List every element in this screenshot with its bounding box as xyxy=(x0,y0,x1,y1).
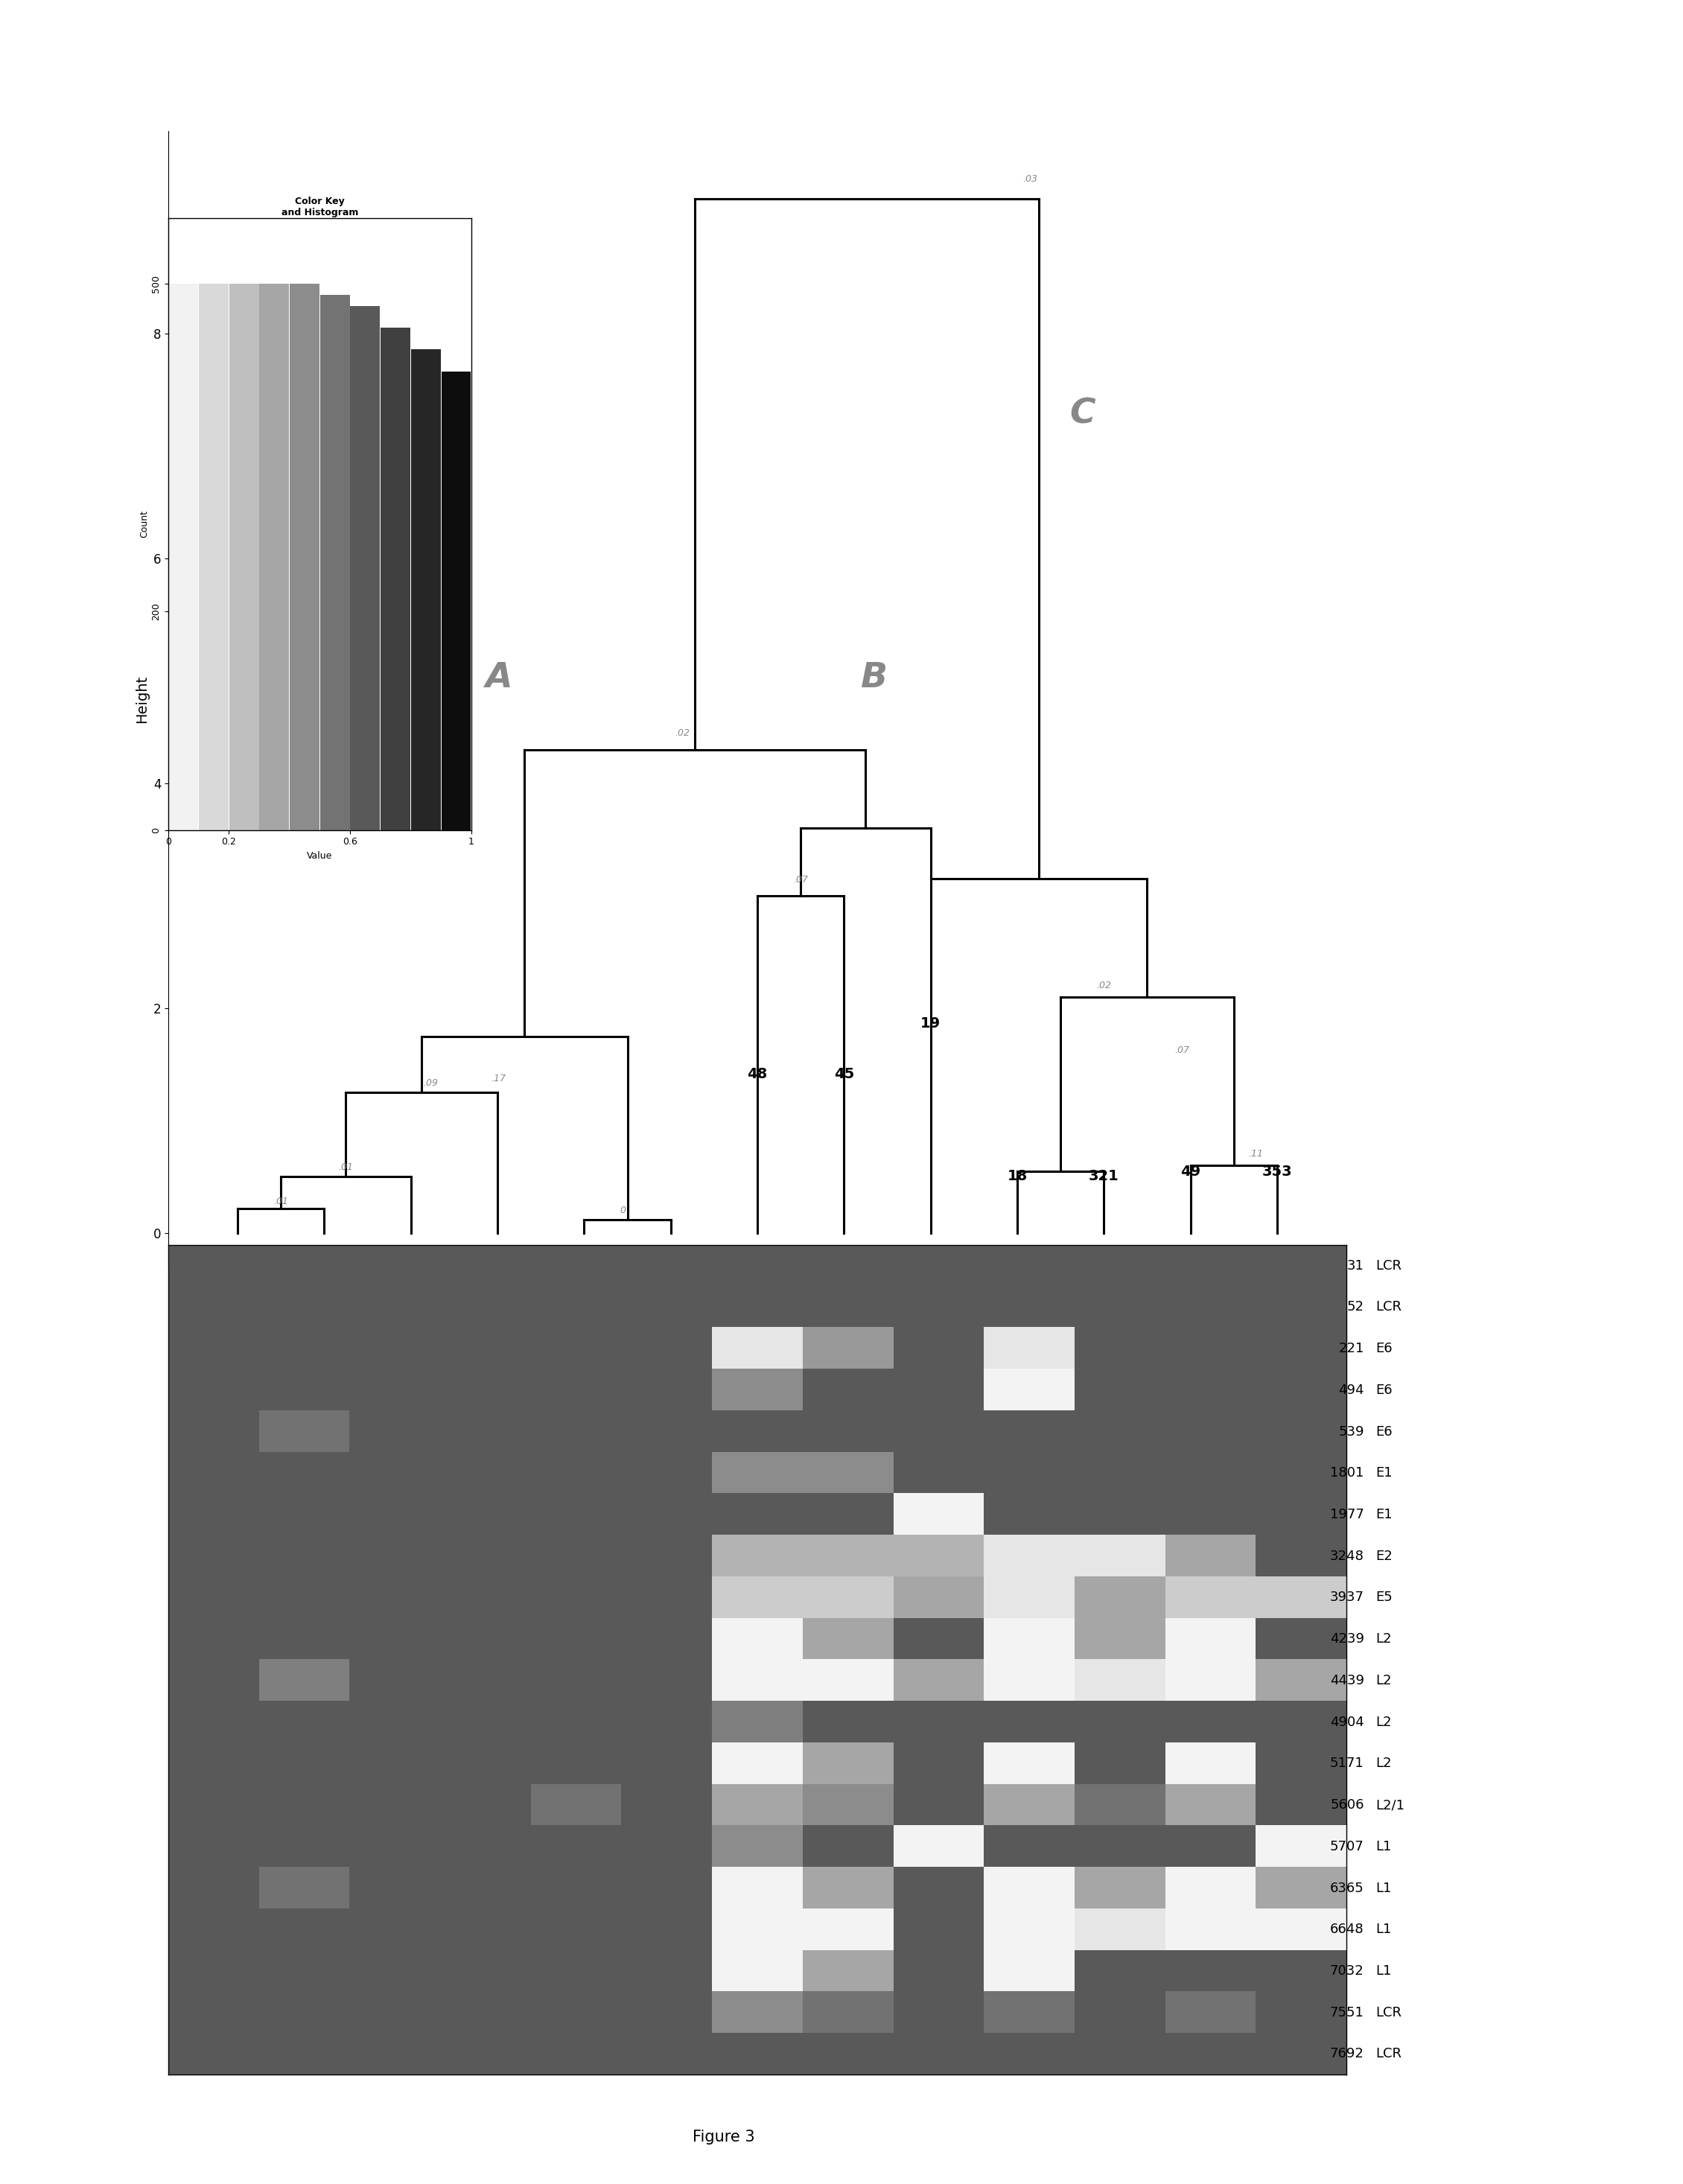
Text: L1: L1 xyxy=(1375,1922,1392,1937)
Text: 48: 48 xyxy=(747,1068,767,1081)
Text: 5171: 5171 xyxy=(1330,1756,1363,1771)
Text: 3937: 3937 xyxy=(1330,1590,1363,1605)
Text: 1801: 1801 xyxy=(1330,1465,1363,1481)
X-axis label: Value: Value xyxy=(306,852,333,860)
Bar xyxy=(411,349,441,830)
Text: 49: 49 xyxy=(1180,1164,1200,1179)
Text: .01: .01 xyxy=(273,1197,288,1206)
Bar xyxy=(441,371,471,830)
Text: .11: .11 xyxy=(1249,1149,1262,1160)
Text: LCR: LCR xyxy=(1375,1299,1402,1315)
Text: E1: E1 xyxy=(1375,1465,1394,1481)
Text: E6: E6 xyxy=(1375,1382,1394,1398)
Text: L2: L2 xyxy=(1375,1631,1392,1647)
Text: 321: 321 xyxy=(1089,1168,1119,1184)
Bar xyxy=(320,295,350,830)
Text: 4439: 4439 xyxy=(1330,1673,1363,1688)
Text: 4239: 4239 xyxy=(1330,1631,1363,1647)
Bar xyxy=(380,328,411,830)
Bar xyxy=(168,284,199,830)
Text: LCR: LCR xyxy=(1375,2005,1402,2020)
Y-axis label: Count: Count xyxy=(140,511,150,537)
Text: .02: .02 xyxy=(1096,981,1111,989)
Text: 6365: 6365 xyxy=(1330,1880,1363,1896)
Bar xyxy=(350,306,380,830)
Text: 7692: 7692 xyxy=(1330,2046,1363,2062)
Text: E2: E2 xyxy=(1375,1548,1394,1564)
Text: 5707: 5707 xyxy=(1330,1839,1363,1854)
Text: L2: L2 xyxy=(1375,1673,1392,1688)
Text: 6648: 6648 xyxy=(1330,1922,1363,1937)
Text: 31: 31 xyxy=(1346,1258,1363,1273)
Text: Figure 3: Figure 3 xyxy=(692,2129,756,2145)
Text: C: C xyxy=(1069,397,1096,430)
Text: .03: .03 xyxy=(1023,175,1038,183)
Bar xyxy=(259,284,289,830)
Text: L1: L1 xyxy=(1375,1839,1392,1854)
Text: 1977: 1977 xyxy=(1330,1507,1363,1522)
Text: 221: 221 xyxy=(1338,1341,1363,1356)
Y-axis label: Height: Height xyxy=(135,675,150,723)
Text: L1: L1 xyxy=(1375,1880,1392,1896)
Text: 353: 353 xyxy=(1262,1164,1293,1179)
Text: LCR: LCR xyxy=(1375,2046,1402,2062)
Text: E6: E6 xyxy=(1375,1424,1394,1439)
Text: 19: 19 xyxy=(921,1016,941,1031)
Text: E1: E1 xyxy=(1375,1507,1394,1522)
Text: 4904: 4904 xyxy=(1330,1714,1363,1730)
Text: 3248: 3248 xyxy=(1330,1548,1363,1564)
Text: E6: E6 xyxy=(1375,1341,1394,1356)
Text: LCR: LCR xyxy=(1375,1258,1402,1273)
Text: 494: 494 xyxy=(1338,1382,1363,1398)
Text: B: B xyxy=(862,662,887,695)
Text: A: A xyxy=(485,662,512,695)
Text: 5606: 5606 xyxy=(1330,1797,1363,1813)
Text: .09: .09 xyxy=(422,1079,438,1088)
Title: Color Key
and Histogram: Color Key and Histogram xyxy=(281,197,358,218)
Bar xyxy=(229,284,259,830)
Text: .07: .07 xyxy=(1175,1046,1190,1055)
Text: 539: 539 xyxy=(1338,1424,1363,1439)
Text: 45: 45 xyxy=(833,1068,853,1081)
Text: 7032: 7032 xyxy=(1330,1963,1363,1979)
Text: L2/1: L2/1 xyxy=(1375,1797,1405,1813)
Text: 7551: 7551 xyxy=(1330,2005,1363,2020)
Text: .02: .02 xyxy=(675,729,690,738)
Text: L1: L1 xyxy=(1375,1963,1392,1979)
Text: 52: 52 xyxy=(1346,1299,1363,1315)
Bar xyxy=(199,284,229,830)
Text: L2: L2 xyxy=(1375,1714,1392,1730)
Text: 18: 18 xyxy=(1006,1168,1027,1184)
Text: 0: 0 xyxy=(619,1206,626,1214)
Text: .07: .07 xyxy=(793,876,808,885)
Text: .01: .01 xyxy=(338,1162,353,1173)
Text: L2: L2 xyxy=(1375,1756,1392,1771)
Text: .17: .17 xyxy=(491,1075,507,1083)
Bar xyxy=(289,284,320,830)
Text: E5: E5 xyxy=(1375,1590,1394,1605)
